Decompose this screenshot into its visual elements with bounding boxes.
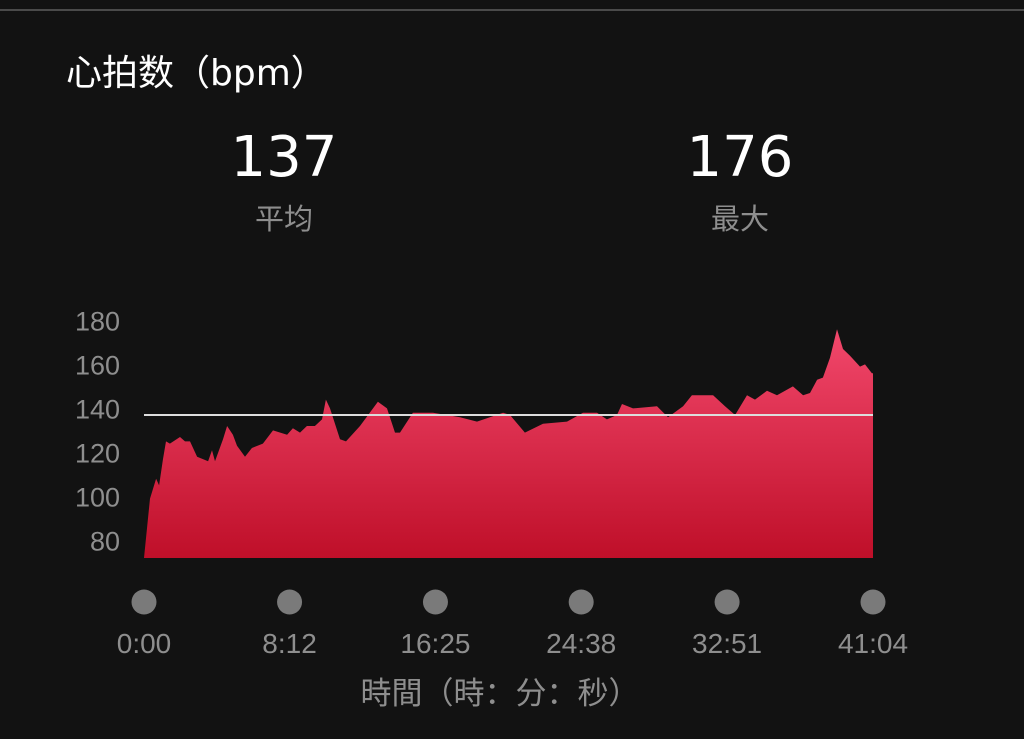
x-tick-dot (131, 589, 157, 615)
x-tick-dot (860, 589, 886, 615)
y-tick-label: 180 (75, 306, 120, 336)
x-tick-label: 16:25 (400, 628, 470, 659)
x-tick-label: 32:51 (692, 628, 762, 659)
average-stat: 137 平均 (164, 126, 404, 238)
x-tick-label: 8:12 (262, 628, 317, 659)
y-tick-label: 80 (90, 526, 120, 556)
x-tick-dot (422, 589, 448, 615)
y-tick-label: 120 (75, 438, 120, 468)
top-divider (0, 9, 1024, 11)
y-tick-label: 100 (75, 482, 120, 512)
average-value: 137 (230, 125, 338, 190)
y-tick-label: 140 (75, 394, 120, 424)
x-tick-dot (714, 589, 740, 615)
x-tick-label: 24:38 (546, 628, 616, 659)
x-axis-label: 時間（時：分：秒） (360, 676, 640, 712)
chart-title: 心拍数（bpm） (66, 53, 327, 94)
x-tick-label: 0:00 (117, 628, 172, 659)
average-label: 平均 (254, 202, 313, 236)
x-tick-label: 41:04 (838, 628, 908, 659)
heart-rate-area (144, 329, 873, 558)
x-tick-dot (568, 589, 594, 615)
max-label: 最大 (710, 202, 769, 236)
max-stat: 176 最大 (620, 126, 860, 238)
x-tick-dot (277, 589, 303, 615)
max-value: 176 (686, 125, 794, 190)
y-tick-label: 160 (75, 350, 120, 380)
